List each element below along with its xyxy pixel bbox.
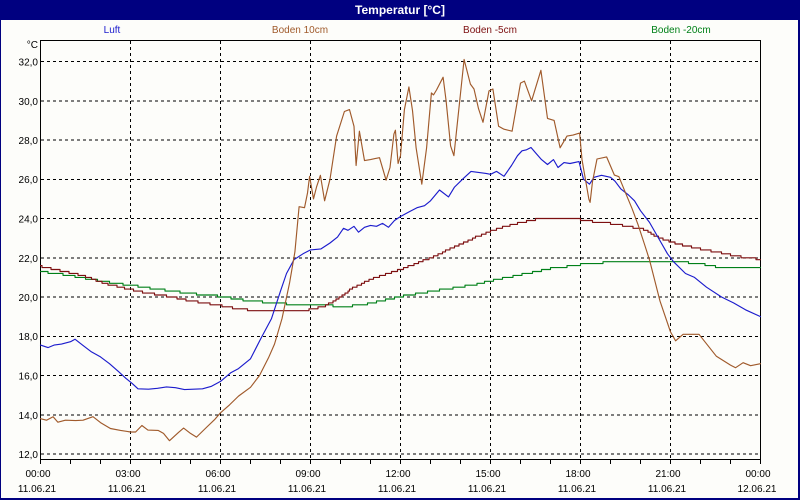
svg-text:11.06.21: 11.06.21 (558, 484, 597, 495)
svg-text:03:00: 03:00 (115, 469, 140, 480)
svg-text:21:00: 21:00 (655, 469, 680, 480)
svg-text:Boden 10cm: Boden 10cm (272, 25, 328, 36)
svg-text:11.06.21: 11.06.21 (378, 484, 417, 495)
svg-text:24,0: 24,0 (19, 215, 39, 226)
svg-text:°C: °C (27, 40, 38, 51)
svg-text:14,0: 14,0 (19, 411, 39, 422)
svg-text:Boden -5cm: Boden -5cm (463, 25, 517, 36)
svg-text:26,0: 26,0 (19, 175, 39, 186)
svg-text:22,0: 22,0 (19, 254, 39, 265)
svg-text:12,0: 12,0 (19, 450, 39, 461)
svg-text:15:00: 15:00 (475, 469, 500, 480)
svg-text:12:00: 12:00 (385, 469, 410, 480)
svg-text:11.06.21: 11.06.21 (468, 484, 507, 495)
svg-text:28,0: 28,0 (19, 136, 39, 147)
svg-text:09:00: 09:00 (295, 469, 320, 480)
svg-text:20,0: 20,0 (19, 293, 39, 304)
svg-text:11.06.21: 11.06.21 (18, 484, 57, 495)
svg-text:Luft: Luft (104, 25, 121, 36)
svg-text:Boden -20cm: Boden -20cm (651, 25, 710, 36)
svg-text:12.06.21: 12.06.21 (738, 484, 777, 495)
svg-text:30,0: 30,0 (19, 97, 39, 108)
svg-text:11.06.21: 11.06.21 (198, 484, 237, 495)
svg-text:11.06.21: 11.06.21 (648, 484, 687, 495)
svg-text:00:00: 00:00 (745, 469, 770, 480)
svg-text:06:00: 06:00 (205, 469, 230, 480)
svg-text:11.06.21: 11.06.21 (108, 484, 147, 495)
svg-text:16,0: 16,0 (19, 372, 39, 383)
svg-text:00:00: 00:00 (25, 469, 50, 480)
svg-text:11.06.21: 11.06.21 (288, 484, 327, 495)
svg-text:18,0: 18,0 (19, 332, 39, 343)
svg-text:32,0: 32,0 (19, 58, 39, 69)
svg-text:18:00: 18:00 (565, 469, 590, 480)
